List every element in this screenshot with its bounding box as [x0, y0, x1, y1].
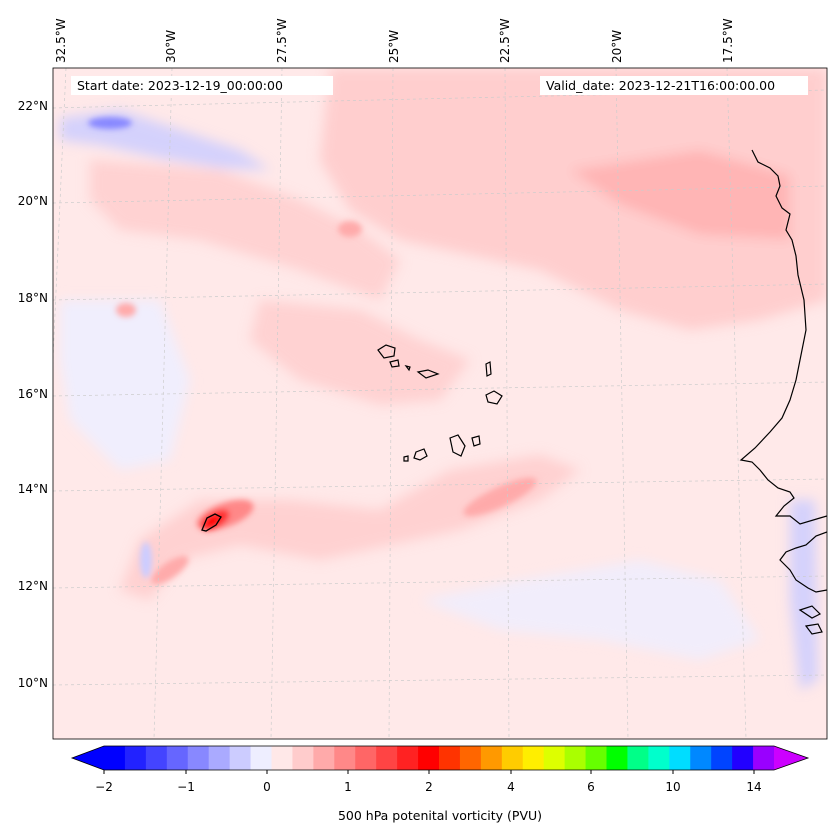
- lat-label-18n: 18°N: [17, 291, 48, 305]
- pv-negative-spot-south: [140, 542, 152, 578]
- colorbar-swatch: [104, 746, 126, 770]
- island-sao-vicente: [389, 359, 400, 368]
- colorbar-swatch: [606, 746, 628, 770]
- colorbar-tick-label: 2: [425, 780, 433, 794]
- colorbar-swatch: [334, 746, 356, 770]
- pv-positive-band-south: [120, 455, 580, 600]
- island-santiago: [449, 434, 466, 457]
- colorbar-swatch: [145, 746, 168, 770]
- lon-label-20w: 20°W: [610, 29, 624, 63]
- colorbar-swatch: [250, 746, 272, 770]
- lon-label-17-5w: 17.5°W: [721, 18, 735, 63]
- island-maio: [471, 435, 481, 447]
- colorbar-swatch: [459, 746, 482, 770]
- pv-max-contour: [201, 513, 222, 532]
- colorbar-swatch: [753, 746, 775, 770]
- pv-field: [60, 68, 827, 690]
- colorbar-tick-label: 14: [746, 780, 762, 794]
- start-date-label: Start date: 2023-12-19_00:00:00: [71, 76, 333, 95]
- island-boa-vista: [485, 390, 503, 405]
- lat-label-16n: 16°N: [17, 387, 48, 401]
- bijagos-coastline: [798, 605, 823, 635]
- colorbar-swatch: [292, 746, 314, 770]
- lat-label-12n: 12°N: [17, 579, 48, 593]
- map-frame: [52, 67, 828, 740]
- island-sao-nicolau: [416, 369, 440, 379]
- colorbar-swatch: [124, 746, 147, 770]
- colorbar-swatch: [543, 746, 566, 770]
- colorbar-swatch: [229, 746, 252, 770]
- colorbar-swatch: [627, 746, 649, 770]
- guinea-coastline: [779, 531, 827, 593]
- colorbar-swatch: [522, 746, 545, 770]
- lon-label-27-5w: 27.5°W: [275, 18, 289, 63]
- island-santa-luzia: [404, 365, 411, 372]
- colorbar-tick-label: 6: [587, 780, 595, 794]
- lon-label-32-5w: 32.5°W: [54, 18, 68, 63]
- colorbar-swatch: [166, 746, 189, 770]
- lon-label-25w: 25°W: [387, 29, 401, 63]
- island-fogo: [413, 448, 428, 461]
- colorbar-tick-label: 0: [263, 780, 271, 794]
- colorbar-swatch: [418, 746, 440, 770]
- pv-low-core-northwest: [88, 117, 132, 129]
- west-africa-coastline: [739, 149, 827, 525]
- coastlines: [739, 149, 827, 635]
- colorbar-swatch: [585, 746, 607, 770]
- colorbar-swatch: [439, 746, 461, 770]
- colorbar-swatch: [669, 746, 691, 770]
- colorbar-swatch: [732, 746, 754, 770]
- pv-max-inner: [205, 515, 219, 527]
- lat-label-20n: 20°N: [17, 194, 48, 208]
- map-gridlines: [53, 68, 827, 739]
- lat-label-22n: 22°N: [17, 99, 48, 113]
- colorbar: [70, 745, 810, 774]
- colorbar-swatch: [648, 746, 670, 770]
- pv-ridge-south: [463, 477, 537, 517]
- colorbar-tick-label: 10: [665, 780, 681, 794]
- pv-features: [88, 117, 537, 585]
- colorbar-swatch: [480, 746, 503, 770]
- lat-label-10n: 10°N: [17, 676, 48, 690]
- colorbar-tick-label: 4: [507, 780, 515, 794]
- pv-high-core-west: [116, 303, 136, 317]
- colorbar-swatch: [208, 746, 231, 770]
- island-santo-antao: [377, 344, 396, 359]
- colorbar-swatch: [376, 746, 398, 770]
- colorbar-swatch: [313, 746, 335, 770]
- colorbar-swatch: [271, 746, 293, 770]
- pv-strong-band-northeast: [570, 150, 790, 240]
- lon-label-22-5w: 22.5°W: [498, 18, 512, 63]
- pv-negative-patch-south: [420, 560, 760, 660]
- colorbar-tick-label: −2: [95, 780, 113, 794]
- colorbar-tick-label: −1: [177, 780, 195, 794]
- pv-positive-band-west: [90, 160, 400, 300]
- colorbar-swatch: [397, 746, 419, 770]
- colorbar-extend-min: [72, 746, 104, 770]
- pv-negative-patch-west: [60, 300, 190, 470]
- pv-positive-band-north: [320, 68, 827, 330]
- colorbar-swatch: [711, 746, 733, 770]
- colorbar-swatch: [355, 746, 377, 770]
- island-sal: [485, 361, 492, 377]
- pv-filament-south: [151, 555, 189, 585]
- colorbar-extend-max: [774, 746, 808, 770]
- map-panel: [53, 68, 827, 739]
- colorbar-swatch: [501, 746, 524, 770]
- valid-date-label: Valid_date: 2023-12-21T16:00:00.00: [540, 76, 808, 95]
- colorbar-swatch: [187, 746, 210, 770]
- pv-positive-band-central: [250, 300, 470, 405]
- island-brava: [403, 455, 409, 462]
- colorbar-title: 500 hPa potenital vorticity (PVU): [337, 808, 543, 823]
- colorbar-swatch: [690, 746, 712, 770]
- pv-high-core-north: [338, 221, 362, 237]
- lat-label-14n: 14°N: [17, 482, 48, 496]
- lon-label-30w: 30°W: [164, 29, 178, 63]
- colorbar-swatch: [564, 746, 587, 770]
- colorbar-tick-label: 1: [344, 780, 352, 794]
- cape-verde-islands: [377, 344, 503, 462]
